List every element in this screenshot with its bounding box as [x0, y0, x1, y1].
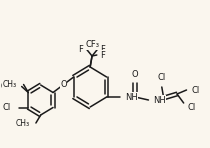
- Text: CH₃: CH₃: [15, 119, 29, 127]
- Text: NH: NH: [125, 92, 137, 102]
- Text: F: F: [100, 50, 105, 59]
- Text: F: F: [79, 45, 84, 53]
- Text: O: O: [60, 80, 67, 89]
- Text: Cl: Cl: [158, 73, 166, 82]
- Text: O: O: [132, 70, 138, 79]
- Text: CF₃: CF₃: [85, 40, 99, 49]
- Text: CH₃: CH₃: [1, 82, 15, 91]
- Text: Cl: Cl: [3, 103, 11, 112]
- Text: CH₃: CH₃: [3, 80, 17, 89]
- Text: NH: NH: [153, 95, 166, 104]
- Text: F: F: [101, 45, 105, 53]
- Text: Cl: Cl: [191, 86, 200, 95]
- Text: Cl: Cl: [188, 103, 196, 111]
